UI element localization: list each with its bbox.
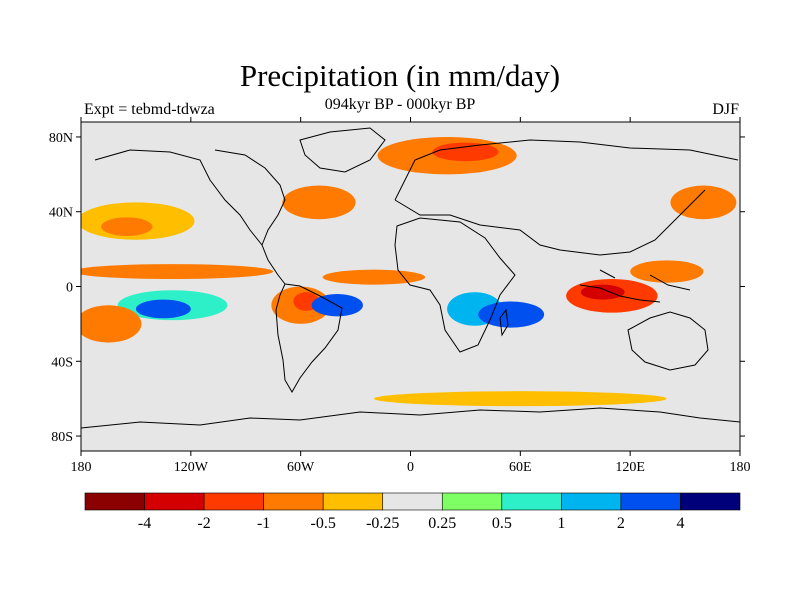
colorbar-label: -4: [138, 515, 151, 532]
colorbar-swatch: [263, 492, 324, 511]
colorbar-swatch: [501, 492, 562, 511]
coast-antarctica: [81, 407, 740, 429]
lat-tick-label: 40S: [51, 355, 73, 370]
lon-tick-label: 0: [407, 460, 414, 475]
colorbar-swatch: [322, 492, 384, 511]
colorbar-label: 4: [676, 515, 684, 532]
colorbar-label: -1: [257, 515, 270, 532]
colorbar-swatch: [680, 492, 741, 511]
coast-madagascar: [499, 308, 509, 337]
colorbar-label: 1: [557, 515, 565, 532]
anomaly-east-asia-dry: [670, 185, 737, 220]
coast-maritime-continent: [579, 269, 691, 303]
anomaly-southern-ocean-dry: [373, 391, 667, 407]
colorbar-swatch: [620, 492, 681, 511]
anomaly-itcz-pacific-dry: [81, 264, 274, 280]
lat-tick-label: 40N: [49, 206, 73, 221]
plot-title: Precipitation (in mm/day): [239, 58, 561, 93]
colorbar-label: -0.5: [311, 515, 336, 532]
coast-africa: [394, 217, 516, 353]
colorbar-label: -0.25: [366, 515, 399, 532]
season-label: DJF: [712, 101, 739, 118]
period-label: 094kyr BP - 000kyr BP: [324, 96, 476, 113]
anomaly-south-pacific-wet-core: [135, 299, 191, 319]
lat-tick-label: 80S: [51, 430, 73, 445]
latitude-axis: 80N 40N 0 40S 80S: [49, 131, 745, 445]
anomaly-west-pacific-dry: [630, 260, 704, 283]
colorbar-swatch: [382, 492, 443, 511]
colorbar-label: 0.5: [492, 515, 512, 532]
lat-tick-label: 80N: [49, 131, 73, 146]
lon-tick-label: 120W: [174, 460, 209, 475]
colorbar-swatch: [441, 492, 503, 511]
longitude-axis: 180 120W 60W 0 60E 120E 180: [71, 117, 751, 475]
lon-tick-label: 120E: [615, 460, 645, 475]
anomaly-south-pacific-dry: [81, 305, 142, 343]
lon-tick-label: 180: [730, 460, 751, 475]
lat-tick-label: 0: [66, 281, 73, 296]
colorbar-swatch: [144, 492, 205, 511]
colorbar-label: 0.25: [428, 515, 456, 532]
coast-australia: [627, 311, 709, 371]
experiment-label: Expt = tebmd-tdwza: [84, 101, 215, 118]
colorbar-label: 2: [617, 515, 625, 532]
colorbar: -4 -2 -1 -0.5 -0.25 0.25 0.5 1 2 4: [84, 492, 741, 532]
anomaly-north-atlantic-dry: [282, 185, 356, 220]
colorbar-swatch: [561, 492, 622, 511]
lon-tick-label: 60E: [509, 460, 532, 475]
lon-tick-label: 180: [71, 460, 92, 475]
anomaly-maritime-continent-core: [580, 284, 625, 300]
lon-tick-label: 60W: [287, 460, 315, 475]
anomaly-europe-dry-core: [432, 142, 499, 162]
colorbar-swatch: [84, 492, 145, 511]
colorbar-label: -2: [197, 515, 210, 532]
coastlines: [81, 127, 740, 429]
coast-north-america: [94, 149, 286, 285]
coast-north-america-east: [214, 149, 286, 246]
colorbar-swatch: [203, 492, 264, 511]
anomaly-atlantic-itcz-dry: [322, 269, 426, 285]
anomaly-north-pacific-dry-core: [101, 217, 153, 237]
coast-greenland: [299, 127, 386, 173]
coast-eurasia: [394, 139, 739, 256]
coast-south-america: [275, 283, 343, 393]
